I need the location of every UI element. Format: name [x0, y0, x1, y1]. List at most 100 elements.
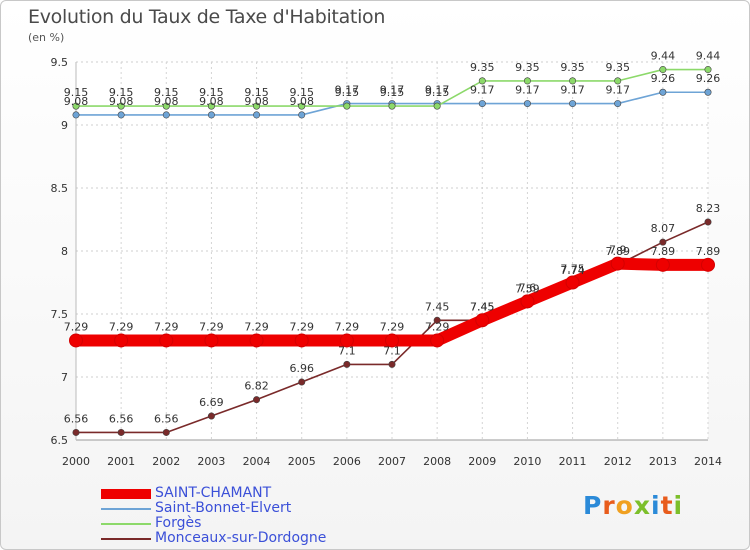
- data-label: 9.26: [696, 72, 721, 85]
- data-point: [343, 360, 351, 368]
- data-label: 7.9: [609, 244, 627, 257]
- data-label: 7.45: [425, 300, 450, 313]
- y-tick-label: 6.5: [51, 434, 69, 447]
- data-point: [704, 66, 712, 74]
- data-point: [207, 111, 215, 119]
- x-tick-label: 2006: [333, 455, 361, 468]
- x-tick-label: 2003: [197, 455, 225, 468]
- data-point: [388, 102, 396, 110]
- data-label: 9.08: [289, 95, 314, 108]
- data-point: [569, 77, 577, 85]
- data-point: [298, 378, 306, 386]
- data-label: 9.15: [335, 86, 360, 99]
- logo-letter: t: [660, 491, 674, 520]
- data-point: [162, 111, 170, 119]
- logo-letter: r: [602, 491, 616, 520]
- data-point: [294, 333, 309, 348]
- data-label: 6.56: [154, 412, 179, 425]
- x-tick-label: 2011: [559, 455, 587, 468]
- data-point: [159, 333, 174, 348]
- data-label: 9.15: [425, 86, 450, 99]
- data-label: 9.15: [289, 86, 314, 99]
- data-label: 7.29: [335, 320, 360, 333]
- data-point: [69, 333, 83, 348]
- data-label: 7.75: [560, 263, 585, 276]
- data-point: [117, 102, 125, 110]
- data-label: 9.15: [199, 86, 224, 99]
- data-point: [253, 111, 261, 119]
- data-label: 6.56: [109, 412, 134, 425]
- legend-swatch: [101, 489, 151, 499]
- x-tick-label: 2008: [423, 455, 451, 468]
- data-point: [659, 238, 667, 246]
- data-point: [298, 111, 306, 119]
- data-point: [701, 257, 715, 272]
- data-label: 9.17: [380, 84, 405, 97]
- data-label: 7.89: [605, 245, 630, 258]
- y-tick-label: 7: [61, 371, 68, 384]
- data-point: [433, 102, 441, 110]
- data-label: 9.35: [470, 61, 495, 74]
- logo-letter: o: [615, 491, 634, 520]
- data-point: [253, 396, 261, 404]
- data-point: [388, 360, 396, 368]
- data-point: [385, 333, 399, 348]
- y-tick-label: 8.5: [51, 182, 69, 195]
- data-label: 9.44: [696, 50, 721, 63]
- data-point: [610, 256, 625, 271]
- legend-label: Saint-Bonnet-Elvert: [155, 500, 292, 516]
- data-label: 7.29: [109, 320, 134, 333]
- data-point: [478, 100, 486, 108]
- data-label: 7.89: [651, 245, 676, 258]
- data-label: 7.29: [244, 320, 269, 333]
- data-label: 7.6: [519, 281, 537, 294]
- data-label: 7.45: [470, 300, 495, 313]
- y-axis-unit-label: (en %): [28, 31, 65, 44]
- data-label: 6.82: [244, 380, 269, 393]
- data-point: [343, 102, 351, 110]
- data-label: 9.17: [335, 84, 360, 97]
- x-tick-label: 2010: [513, 455, 541, 468]
- data-point: [117, 428, 125, 436]
- x-tick-label: 2014: [694, 455, 722, 468]
- data-point: [523, 77, 531, 85]
- data-label: 8.23: [696, 202, 721, 215]
- data-label: 6.56: [64, 412, 89, 425]
- data-label: 7.29: [199, 320, 224, 333]
- y-tick-label: 8: [61, 245, 68, 258]
- data-label: 9.08: [109, 95, 134, 108]
- logo-letter: x: [633, 491, 651, 520]
- x-tick-label: 2001: [107, 455, 135, 468]
- data-point: [475, 313, 490, 328]
- data-label: 9.26: [651, 72, 676, 85]
- data-point: [249, 333, 264, 348]
- data-point: [298, 102, 306, 110]
- x-tick-label: 2007: [378, 455, 406, 468]
- data-label: 9.08: [64, 95, 89, 108]
- data-label: 9.35: [605, 61, 630, 74]
- data-label: 6.69: [199, 396, 224, 409]
- x-tick-label: 2009: [468, 455, 496, 468]
- series-forg-s: [72, 66, 712, 110]
- x-tick-label: 2012: [604, 455, 632, 468]
- data-label: 9.35: [515, 61, 540, 74]
- data-label: 7.29: [425, 320, 450, 333]
- data-point: [162, 102, 170, 110]
- data-label: 9.17: [425, 84, 450, 97]
- line-chart: 6.5 7 7.5 8 8.5 9 9.5 2000 2001 2002 2003 2004 2005 2…: [51, 50, 723, 468]
- y-tick-label: 9.5: [51, 56, 69, 69]
- data-point: [478, 77, 486, 85]
- data-point: [162, 428, 170, 436]
- data-label: 9.08: [244, 95, 269, 108]
- data-label: 9.08: [154, 95, 179, 108]
- data-label: 9.17: [560, 84, 585, 97]
- data-point: [614, 77, 622, 85]
- logo-letter: P: [583, 491, 603, 520]
- data-label: 9.17: [605, 84, 630, 97]
- data-label: 7.74: [560, 264, 585, 277]
- legend-swatch: [101, 523, 151, 525]
- data-label: 9.15: [380, 86, 405, 99]
- y-tick-label: 7.5: [51, 308, 69, 321]
- series-saint-chamant: [69, 256, 715, 348]
